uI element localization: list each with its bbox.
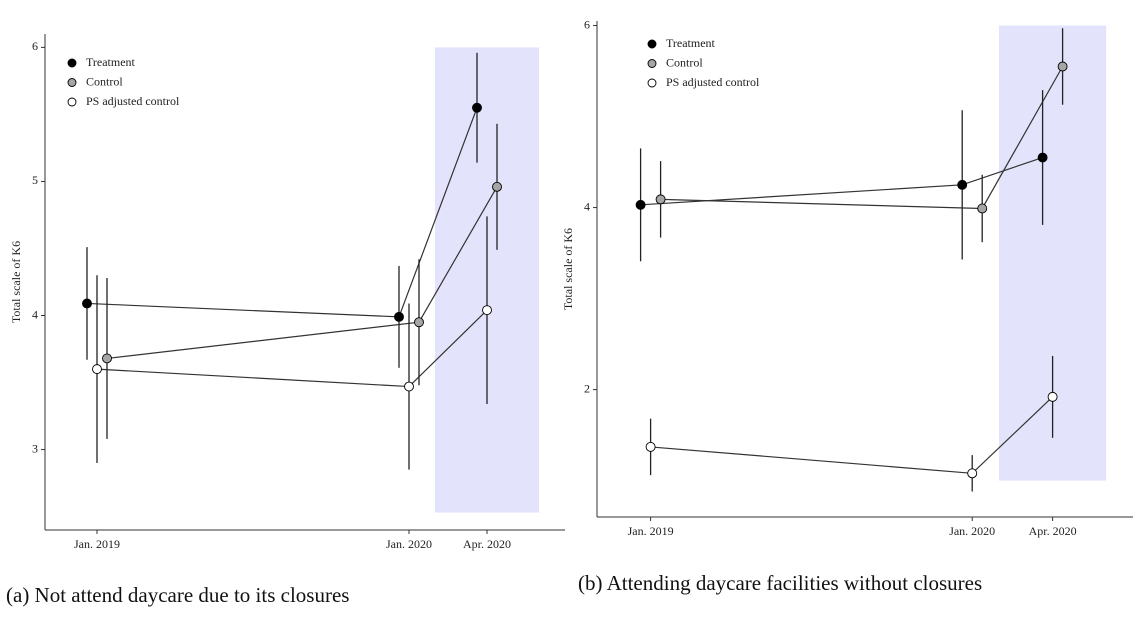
point	[482, 305, 492, 316]
charts: 3 4 5 6 Jan. 2019 Jan. 2020 Apr. 2020 Total sca…	[9, 17, 1133, 551]
x-tick-label: Jan. 2020	[386, 537, 432, 551]
point	[1037, 152, 1048, 163]
legend-marker	[647, 59, 657, 68]
series-line	[650, 396, 1054, 474]
y-tick-label: 6	[584, 17, 590, 31]
point	[635, 199, 646, 210]
point	[82, 298, 92, 309]
x-tick-label: Jan. 2019	[628, 524, 674, 538]
x-tick-label: Apr. 2020	[463, 537, 511, 551]
legend-marker	[647, 39, 657, 49]
point	[1057, 61, 1068, 72]
point	[957, 179, 968, 190]
point	[1047, 391, 1058, 402]
legend-marker	[647, 78, 657, 88]
chart: 3 4 5 6 Jan. 2019 Jan. 2020 Apr. 2020 Total sca…	[9, 34, 565, 551]
caption: (a) Not attend daycare due to its closur…	[6, 583, 350, 607]
point	[655, 194, 666, 205]
point	[645, 441, 656, 452]
x-tick-label: Jan. 2019	[74, 537, 120, 551]
point	[92, 364, 102, 375]
point	[492, 181, 502, 192]
point	[102, 353, 112, 364]
y-tick-label: 4	[584, 199, 590, 213]
x-tick-label: Jan. 2020	[949, 524, 995, 538]
y-tick-label: 5	[32, 173, 38, 187]
legend-label: PS adjusted control	[86, 94, 180, 108]
legend-label: Control	[666, 55, 703, 69]
y-tick-label: 6	[32, 39, 38, 53]
legend-label: Control	[86, 74, 123, 88]
point	[472, 102, 482, 113]
point	[967, 468, 978, 479]
chart: 2 4 6 Jan. 2019 Jan. 2020 Apr. 2020 Total scal…	[561, 17, 1133, 538]
legend-marker	[67, 58, 77, 68]
y-axis-label: Total scale of K6	[9, 241, 23, 323]
point	[977, 203, 988, 214]
legend-label: Treatment	[666, 36, 716, 50]
legend-label: PS adjusted control	[666, 75, 760, 89]
y-axis-label: Total scale of K6	[561, 228, 575, 310]
caption: (b) Attending daycare facilities without…	[578, 571, 983, 595]
series-line	[96, 309, 488, 388]
y-tick-label: 4	[32, 307, 38, 321]
point	[404, 381, 414, 392]
legend-marker	[67, 78, 77, 87]
point	[394, 311, 404, 322]
legend-label: Treatment	[86, 55, 136, 69]
y-tick-label: 2	[584, 381, 590, 395]
point	[414, 317, 424, 328]
x-tick-label: Apr. 2020	[1029, 524, 1077, 538]
legend-marker	[67, 97, 77, 107]
y-tick-label: 3	[32, 441, 38, 455]
